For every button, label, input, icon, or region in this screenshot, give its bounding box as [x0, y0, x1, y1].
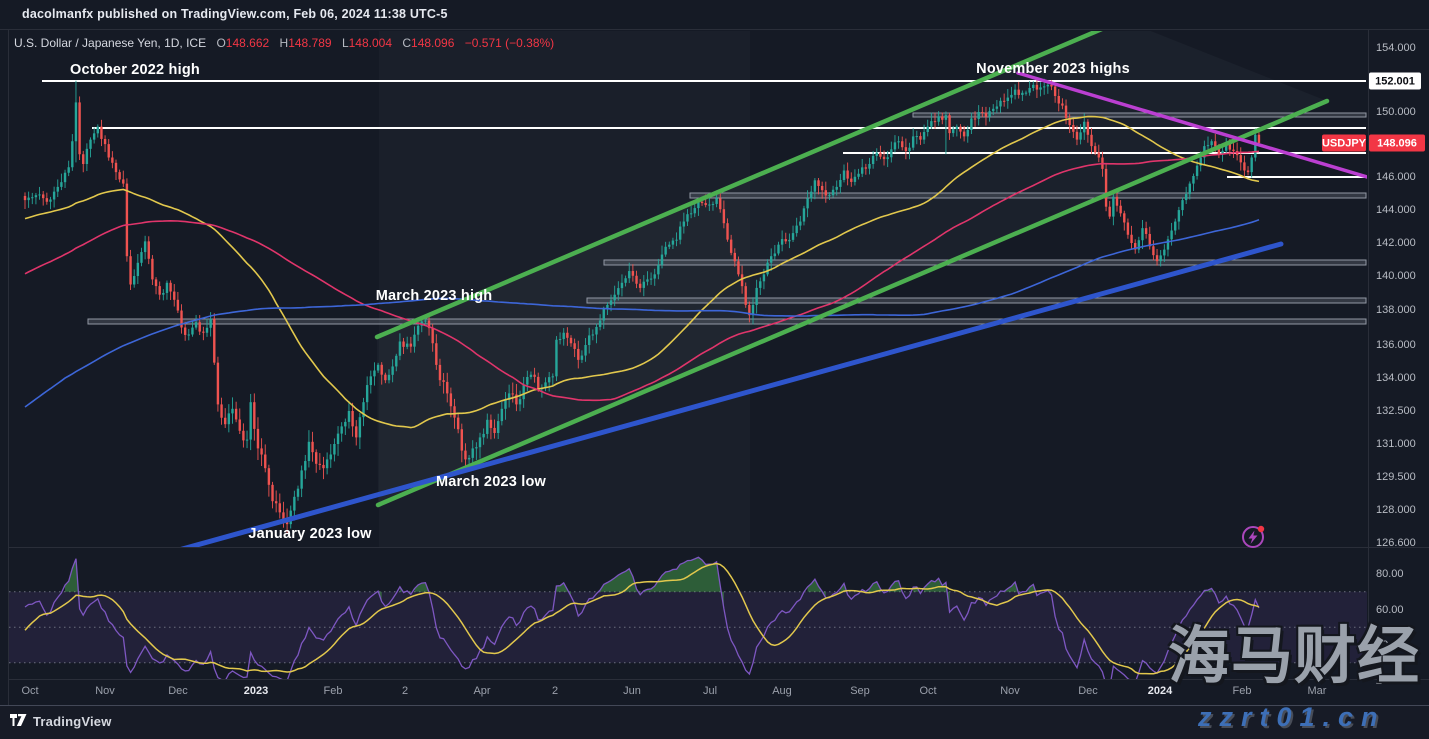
symbol-price-flag: USDJPY	[1322, 134, 1366, 152]
low-label: L	[341, 36, 349, 50]
footer-separator	[0, 705, 1429, 706]
annotation-march-2023-high[interactable]: March 2023 high	[375, 288, 493, 304]
change-value: −0.571 (−0.38%)	[464, 36, 555, 50]
publish-bar: dacolmanfx published on TradingView.com,…	[0, 0, 1429, 30]
time-tick: Dec	[1078, 685, 1098, 697]
lightning-icon	[1248, 530, 1258, 544]
tradingview-brand-label: TradingView	[33, 714, 112, 729]
price-tick: 144.000	[1376, 204, 1416, 216]
price-tick: 140.000	[1376, 270, 1416, 282]
time-tick: Aug	[772, 685, 792, 697]
price-axis[interactable]: 154.000 150.000 146.000 144.000 142.000 140.0…	[1369, 30, 1429, 687]
close-value: 148.096	[411, 36, 455, 50]
time-tick: Jun	[623, 685, 641, 697]
time-axis-separator	[8, 679, 1429, 680]
price-tick: 134.000	[1376, 372, 1416, 384]
time-tick: Dec	[168, 685, 188, 697]
annotation-january-2023-low[interactable]: January 2023 low	[248, 526, 372, 542]
footer-bar: TradingView	[0, 706, 1429, 739]
time-tick: Oct	[21, 685, 39, 697]
symbol-legend[interactable]: U.S. Dollar / Japanese Yen, 1D, ICE O148…	[14, 36, 554, 50]
price-tick: 129.500	[1376, 471, 1416, 483]
time-tick: 2	[551, 685, 559, 697]
time-tick: 2	[401, 685, 409, 697]
time-tick: Mar	[1307, 685, 1327, 697]
tradingview-brand[interactable]: TradingView	[10, 714, 112, 729]
price-tick: 146.000	[1376, 171, 1416, 183]
time-tick: Apr	[473, 685, 491, 697]
time-tick: Oct	[919, 685, 937, 697]
price-tick: 132.500	[1376, 405, 1416, 417]
time-tick: 2023	[243, 685, 269, 697]
annotation-march-2023-low[interactable]: March 2023 low	[436, 474, 546, 490]
time-tick: Sep	[850, 685, 870, 697]
tradingview-logo-icon	[10, 714, 27, 726]
annotation-november-2023-highs[interactable]: November 2023 highs	[976, 61, 1130, 77]
watermark-chinese: 海马财经	[1168, 619, 1421, 692]
open-label: O	[216, 36, 226, 50]
price-tick: 131.000	[1376, 438, 1416, 450]
time-tick: Nov	[1000, 685, 1020, 697]
low-value: 148.004	[348, 36, 393, 50]
price-tick: 128.000	[1376, 504, 1416, 516]
last-price-label: 148.096	[1369, 134, 1425, 152]
annotation-october-2022-high[interactable]: October 2022 high	[70, 62, 200, 78]
flash-ideas-button[interactable]	[1240, 524, 1266, 550]
time-tick: Nov	[95, 685, 115, 697]
high-value: 148.789	[288, 36, 332, 50]
flash-ring-icon	[1242, 526, 1264, 548]
symbol-title: U.S. Dollar / Japanese Yen, 1D, ICE	[14, 36, 207, 50]
time-axis[interactable]: Oct Nov Dec 2023 Feb 2 Apr 2 Jun Jul Aug Sep Oct Nov D…	[8, 680, 1368, 705]
open-value: 148.662	[225, 36, 270, 50]
price-axis-border	[1368, 30, 1369, 679]
line-price-label: 152.001	[1369, 72, 1421, 90]
time-tick: 2024	[1147, 685, 1173, 697]
price-tick: 136.000	[1376, 339, 1416, 351]
pane-separator[interactable]	[8, 547, 1429, 548]
rsi-tick: 80.00	[1376, 568, 1404, 580]
price-tick: 142.000	[1376, 237, 1416, 249]
time-tick: Feb	[323, 685, 343, 697]
high-label: H	[279, 36, 289, 50]
time-tick: Jul	[702, 685, 718, 697]
close-label: C	[402, 36, 412, 50]
chart-left-border	[8, 30, 9, 706]
watermark-site: zzrt01.cn	[1198, 702, 1386, 732]
price-tick: 138.000	[1376, 304, 1416, 316]
notification-dot	[1257, 525, 1265, 533]
time-tick: Feb	[1232, 685, 1252, 697]
price-tick: 154.000	[1376, 42, 1416, 54]
rsi-tick: 60.00	[1376, 604, 1404, 616]
price-tick: 126.600	[1376, 537, 1416, 549]
publish-info: dacolmanfx published on TradingView.com,…	[22, 7, 448, 21]
price-tick: 150.000	[1376, 106, 1416, 118]
rsi-tick: 40.00	[1376, 639, 1404, 651]
rsi-tick: 20.00	[1376, 675, 1404, 687]
